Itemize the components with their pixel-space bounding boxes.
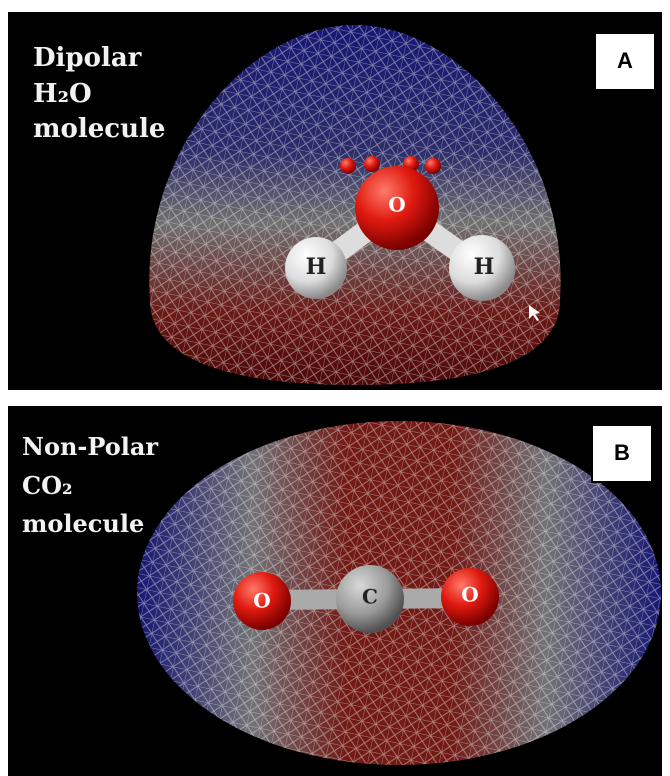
figure: O H H Dipolar H₂O molecule A O C O Non-P… <box>0 0 670 776</box>
atom-label: H <box>306 254 327 280</box>
panel-label: A <box>617 48 633 73</box>
caption-line: molecule <box>33 114 165 144</box>
lone-pair <box>340 158 356 174</box>
panel-label: B <box>614 440 630 465</box>
atom-label: O <box>253 589 270 613</box>
panel-a: O H H Dipolar H₂O molecule A <box>8 12 662 390</box>
atom-label: C <box>362 585 378 609</box>
page: {"panels": [ {"label": "A", "caption": [… <box>0 0 670 776</box>
caption-line: H₂O <box>33 79 92 109</box>
co2-molecule: O C O <box>233 565 499 633</box>
panel-b: O C O Non-Polar CO₂ molecule B <box>8 406 662 776</box>
caption-line: CO₂ <box>22 471 73 500</box>
caption-line: Dipolar <box>33 43 142 73</box>
caption-line: Non-Polar <box>22 432 158 461</box>
atom-label: H <box>474 254 495 280</box>
lone-pair <box>425 158 441 174</box>
caption-line: molecule <box>22 509 144 538</box>
atom-label: O <box>461 583 478 607</box>
atom-label: O <box>388 193 405 217</box>
lone-pair <box>364 156 380 172</box>
